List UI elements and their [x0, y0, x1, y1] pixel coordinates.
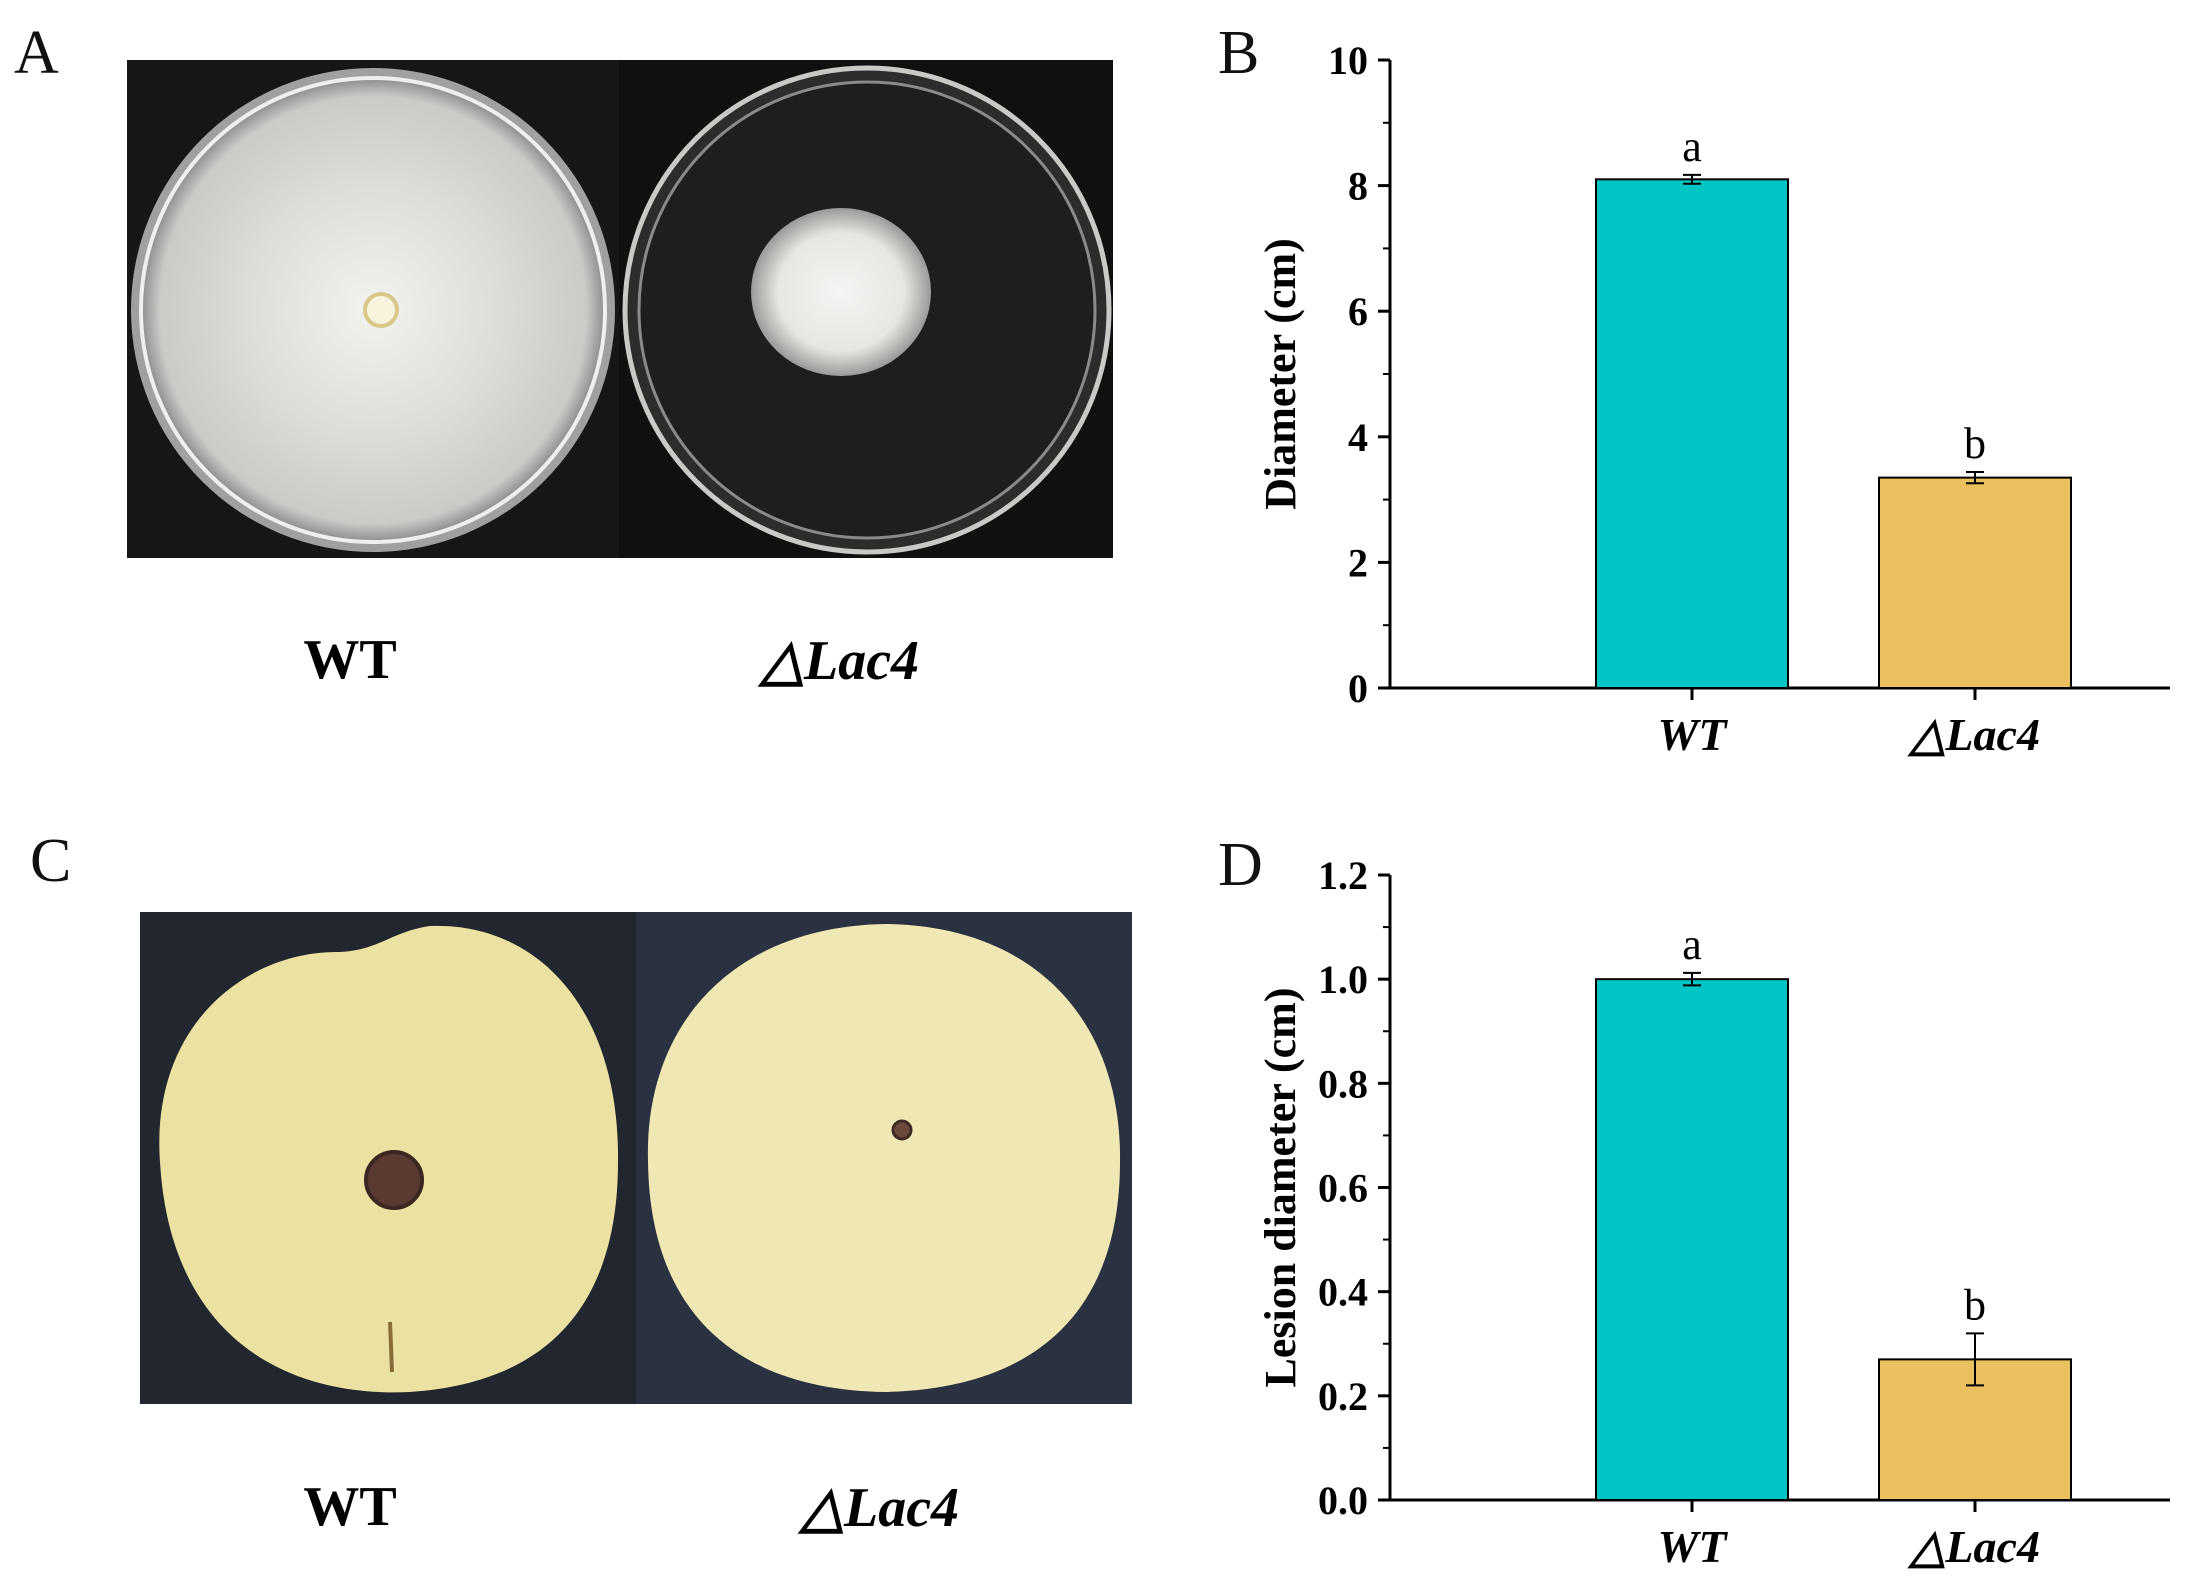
chart-d-category-label-0: WT	[1658, 1521, 1729, 1572]
lac4-colony-petri-dish	[619, 60, 1113, 558]
lac4-pear-lesion	[636, 912, 1132, 1404]
chart-b-y-axis-title: Diameter (cm)	[1256, 238, 1305, 510]
chart-d-ytick-label: 0.4	[1318, 1270, 1368, 1315]
chart-d-ytick-label: 1.2	[1318, 853, 1368, 898]
chart-d-bar-0	[1595, 978, 1789, 1501]
chart-b-ytick-label: 2	[1348, 540, 1368, 585]
chart-d-category-label-1: △Lac4	[1907, 1521, 2040, 1572]
petri-dish-full-growth-icon	[131, 68, 615, 552]
panel-letter-c: C	[30, 827, 72, 895]
pear-large-lesion-icon	[159, 925, 619, 1393]
panel-letter-b: B	[1218, 19, 1260, 87]
chart-b-ytick-label: 0	[1348, 666, 1368, 711]
chart-b-significance-0: a	[1682, 122, 1702, 171]
panel-letter-a: A	[14, 19, 59, 87]
chart-b-ytick-label: 6	[1348, 289, 1368, 334]
petri-dish-small-colony-icon	[622, 65, 1112, 555]
chart-b-bar-0	[1595, 178, 1789, 689]
chart-d-significance-1: b	[1964, 1280, 1986, 1329]
wt-colony-petri-dish	[127, 60, 619, 558]
label-c-wt: WT	[303, 1476, 397, 1538]
chart-b-ytick-label: 8	[1348, 164, 1368, 209]
chart-b-ytick-label: 10	[1328, 38, 1368, 83]
label-a-lac4: △Lac4	[760, 630, 920, 692]
chart-d-ytick-label: 0.6	[1318, 1166, 1368, 1211]
chart-b-bar-1	[1878, 476, 2072, 689]
chart-b-significance-1: b	[1964, 419, 1986, 468]
label-a-wt: WT	[303, 629, 397, 691]
chart-b-category-label-0: WT	[1658, 709, 1729, 760]
chart-b-ytick-label: 4	[1348, 415, 1368, 460]
chart-d-ytick-label: 0.2	[1318, 1374, 1368, 1419]
chart-d-significance-0: a	[1682, 920, 1702, 969]
chart-d-ytick-label: 1.0	[1318, 957, 1368, 1002]
panel-letter-d: D	[1218, 831, 1263, 899]
chart-b-category-label-1: △Lac4	[1907, 709, 2040, 760]
pear-small-lesion-icon	[647, 924, 1121, 1392]
label-c-lac4: △Lac4	[800, 1477, 960, 1539]
wt-pear-lesion	[140, 912, 636, 1404]
chart-d-y-axis-title: Lesion diameter (cm)	[1256, 988, 1305, 1388]
chart-d-ytick-label: 0.8	[1318, 1061, 1368, 1106]
chart-d-ytick-label: 0.0	[1318, 1478, 1368, 1523]
